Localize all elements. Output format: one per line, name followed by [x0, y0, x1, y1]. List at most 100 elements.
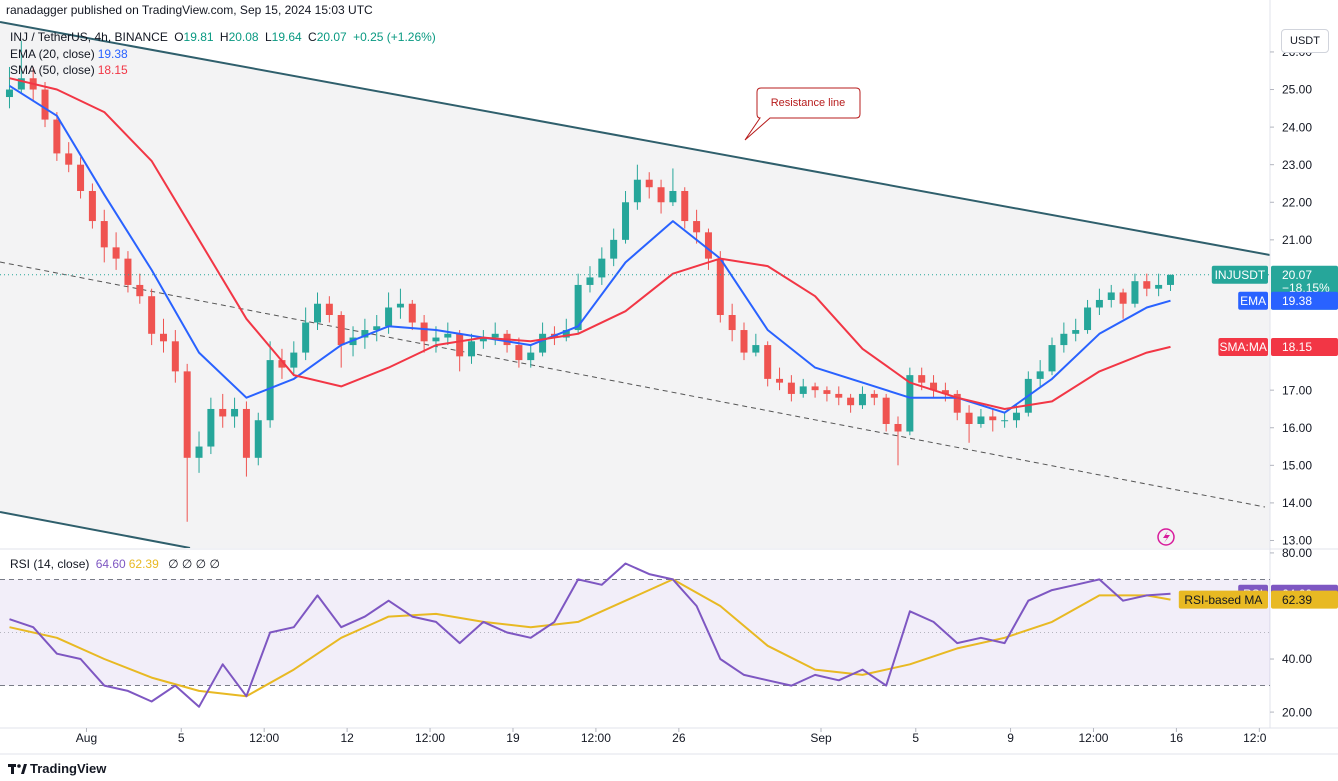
candle-body — [716, 258, 724, 316]
candle-body — [752, 345, 760, 353]
candle-body — [704, 232, 712, 259]
candle-body — [136, 284, 144, 297]
indicator-line — [9, 562, 1171, 708]
candle-body — [278, 360, 286, 368]
candle-body — [491, 333, 499, 338]
y-tick-label: 24.00 — [1282, 120, 1312, 134]
brand-text: TradingView — [30, 761, 107, 776]
x-tick-label: 12:00 — [415, 731, 445, 745]
candle-body — [1107, 292, 1115, 300]
candle-body — [906, 375, 914, 432]
y-tick-label: 17.00 — [1282, 383, 1312, 397]
candle-body — [17, 78, 25, 90]
candle-body — [302, 322, 310, 353]
support-dashed-line — [0, 261, 1266, 508]
y-tick-label: 21.00 — [1282, 233, 1312, 247]
candle-body — [112, 247, 120, 259]
candle-body — [5, 89, 13, 98]
rsi-plot — [0, 562, 1270, 708]
legend-row: INJ / TetherUS, 4h, BINANCE O19.81 H20.0… — [10, 29, 439, 46]
rsi-title: RSI (14, close) — [10, 557, 90, 571]
candle-body — [290, 352, 298, 368]
candle-body — [1143, 281, 1151, 289]
x-tick-label: 5 — [178, 731, 185, 745]
x-tick-label: 12 — [340, 731, 354, 745]
candle-body — [657, 187, 665, 203]
brand-logo — [8, 764, 27, 774]
candle-body — [337, 315, 345, 346]
candle-body — [586, 277, 594, 285]
currency-button[interactable]: USDT — [1281, 29, 1329, 53]
rsi-legend: RSI (14, close) 64.60 62.39 ∅ ∅ ∅ ∅ — [10, 556, 223, 573]
publisher-line: ranadagger published on TradingView.com,… — [6, 3, 373, 17]
candle-body — [444, 333, 452, 338]
alert-icon-bolt — [1163, 531, 1170, 543]
resistance-line — [0, 21, 1270, 256]
candle-body — [633, 179, 641, 203]
y-tick-label: 20.00 — [1282, 705, 1312, 719]
candle-body — [432, 337, 440, 342]
candle-body — [1119, 292, 1127, 304]
y-tick-label: 23.00 — [1282, 158, 1312, 172]
rsi-legend-value: 62.39 — [128, 557, 159, 571]
legend-row: SMA (50, close) 18.15 — [10, 62, 439, 79]
candle-body — [183, 371, 191, 458]
candle-body — [77, 164, 85, 191]
logo-part — [17, 764, 21, 768]
label-badge-text: SMA:MA — [1220, 340, 1267, 354]
legend-value: 19.38 — [97, 46, 128, 61]
candle-body — [918, 375, 926, 383]
x-tick-label: 12:00 — [249, 731, 279, 745]
candle-body — [385, 307, 393, 327]
candle-body — [314, 303, 321, 323]
candle-body — [610, 239, 618, 259]
rsi-null-markers: ∅ ∅ ∅ ∅ — [168, 557, 220, 571]
candle-body — [847, 397, 855, 406]
candle-body — [669, 190, 677, 203]
candle-body — [953, 393, 961, 413]
candle-body — [207, 408, 215, 447]
candle-body — [159, 333, 167, 342]
x-tick-label: Sep — [810, 731, 832, 745]
candle-body — [242, 408, 250, 458]
candle-body — [527, 352, 535, 361]
candle-body — [515, 345, 523, 361]
y-tick-label: 15.00 — [1282, 458, 1312, 472]
value-badge — [1271, 337, 1338, 356]
candle-body — [195, 446, 203, 458]
candle-body — [65, 153, 73, 165]
candle-body — [811, 386, 819, 391]
candle-body — [799, 386, 807, 394]
symbol-badge-text: INJUSDT — [1215, 268, 1266, 282]
x-tick-label: 9 — [1007, 731, 1014, 745]
candle-body — [740, 330, 748, 353]
candle-body — [562, 330, 570, 338]
legend-row: EMA (20, close) 19.38 — [10, 46, 439, 63]
ohlc-key: O — [174, 30, 184, 44]
candle-body — [361, 330, 369, 338]
candle-body — [776, 378, 784, 383]
x-tick-label: 12:00 — [581, 731, 611, 745]
x-tick-label: 19 — [506, 731, 520, 745]
candle-body — [941, 390, 949, 394]
candle-body — [870, 393, 878, 398]
candle-body — [373, 326, 381, 331]
rsi-values: 64.60 62.39 — [96, 557, 162, 571]
candle-body — [100, 221, 108, 248]
candle-body — [456, 333, 464, 357]
y-tick-label: 13.00 — [1282, 534, 1312, 548]
x-tick-label: 16 — [1170, 731, 1184, 745]
candle-body — [622, 202, 630, 240]
rsi-legend-value: 64.60 — [95, 557, 126, 571]
ohlc-key: L — [264, 30, 272, 44]
y-tick-label: 22.00 — [1282, 195, 1312, 209]
y-tick-label: 14.00 — [1282, 496, 1312, 510]
ohlc-value: 19.64 — [271, 30, 302, 44]
candle-body — [835, 393, 843, 398]
candle-body — [539, 333, 547, 353]
candle-body — [858, 393, 866, 406]
candle-body — [88, 190, 96, 222]
candle-body — [1072, 330, 1080, 334]
candle-body — [930, 382, 938, 391]
